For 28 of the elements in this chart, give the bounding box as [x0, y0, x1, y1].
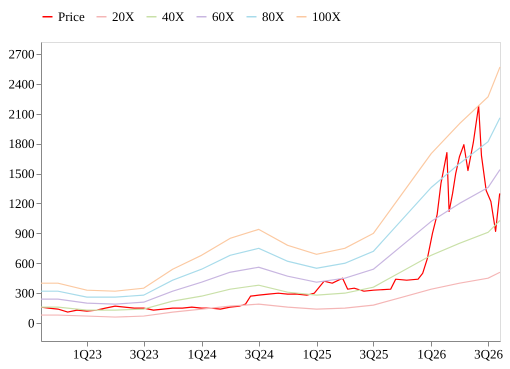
y-tick-label: 1800	[8, 136, 34, 152]
x-tick-label: 1Q23	[72, 346, 102, 362]
legend-label: 80X	[262, 8, 285, 24]
x-tick-label: 1Q26	[417, 346, 447, 362]
y-tick-label: 0	[28, 316, 34, 331]
legend-label: 100X	[312, 8, 342, 24]
x-tick-label: 3Q24	[244, 346, 274, 362]
y-tick-label: 2700	[8, 46, 34, 62]
y-tick-label: 300	[15, 286, 34, 301]
x-tick-label: 3Q25	[359, 346, 388, 362]
x-tick-label: 3Q26	[474, 346, 504, 362]
y-tick-label: 900	[15, 226, 34, 241]
y-tick-label: 2400	[8, 76, 34, 92]
x-tick-label: 1Q24	[188, 346, 217, 362]
x-tick-label: 1Q25	[302, 346, 332, 362]
legend-label: 40X	[162, 8, 185, 24]
line-series	[40, 168, 501, 305]
legend-label: Price	[58, 8, 85, 24]
line-series	[40, 220, 501, 311]
line-series	[40, 272, 501, 318]
y-tick-label: 1200	[8, 196, 34, 211]
x-tick-label: 3Q23	[130, 346, 159, 362]
legend-label: 20X	[112, 8, 135, 24]
legend-label: 60X	[212, 8, 235, 24]
y-tick-label: 1500	[8, 166, 34, 182]
y-tick-label: 2100	[8, 106, 34, 122]
y-tick-label: 600	[15, 256, 34, 271]
line-series	[40, 66, 501, 292]
